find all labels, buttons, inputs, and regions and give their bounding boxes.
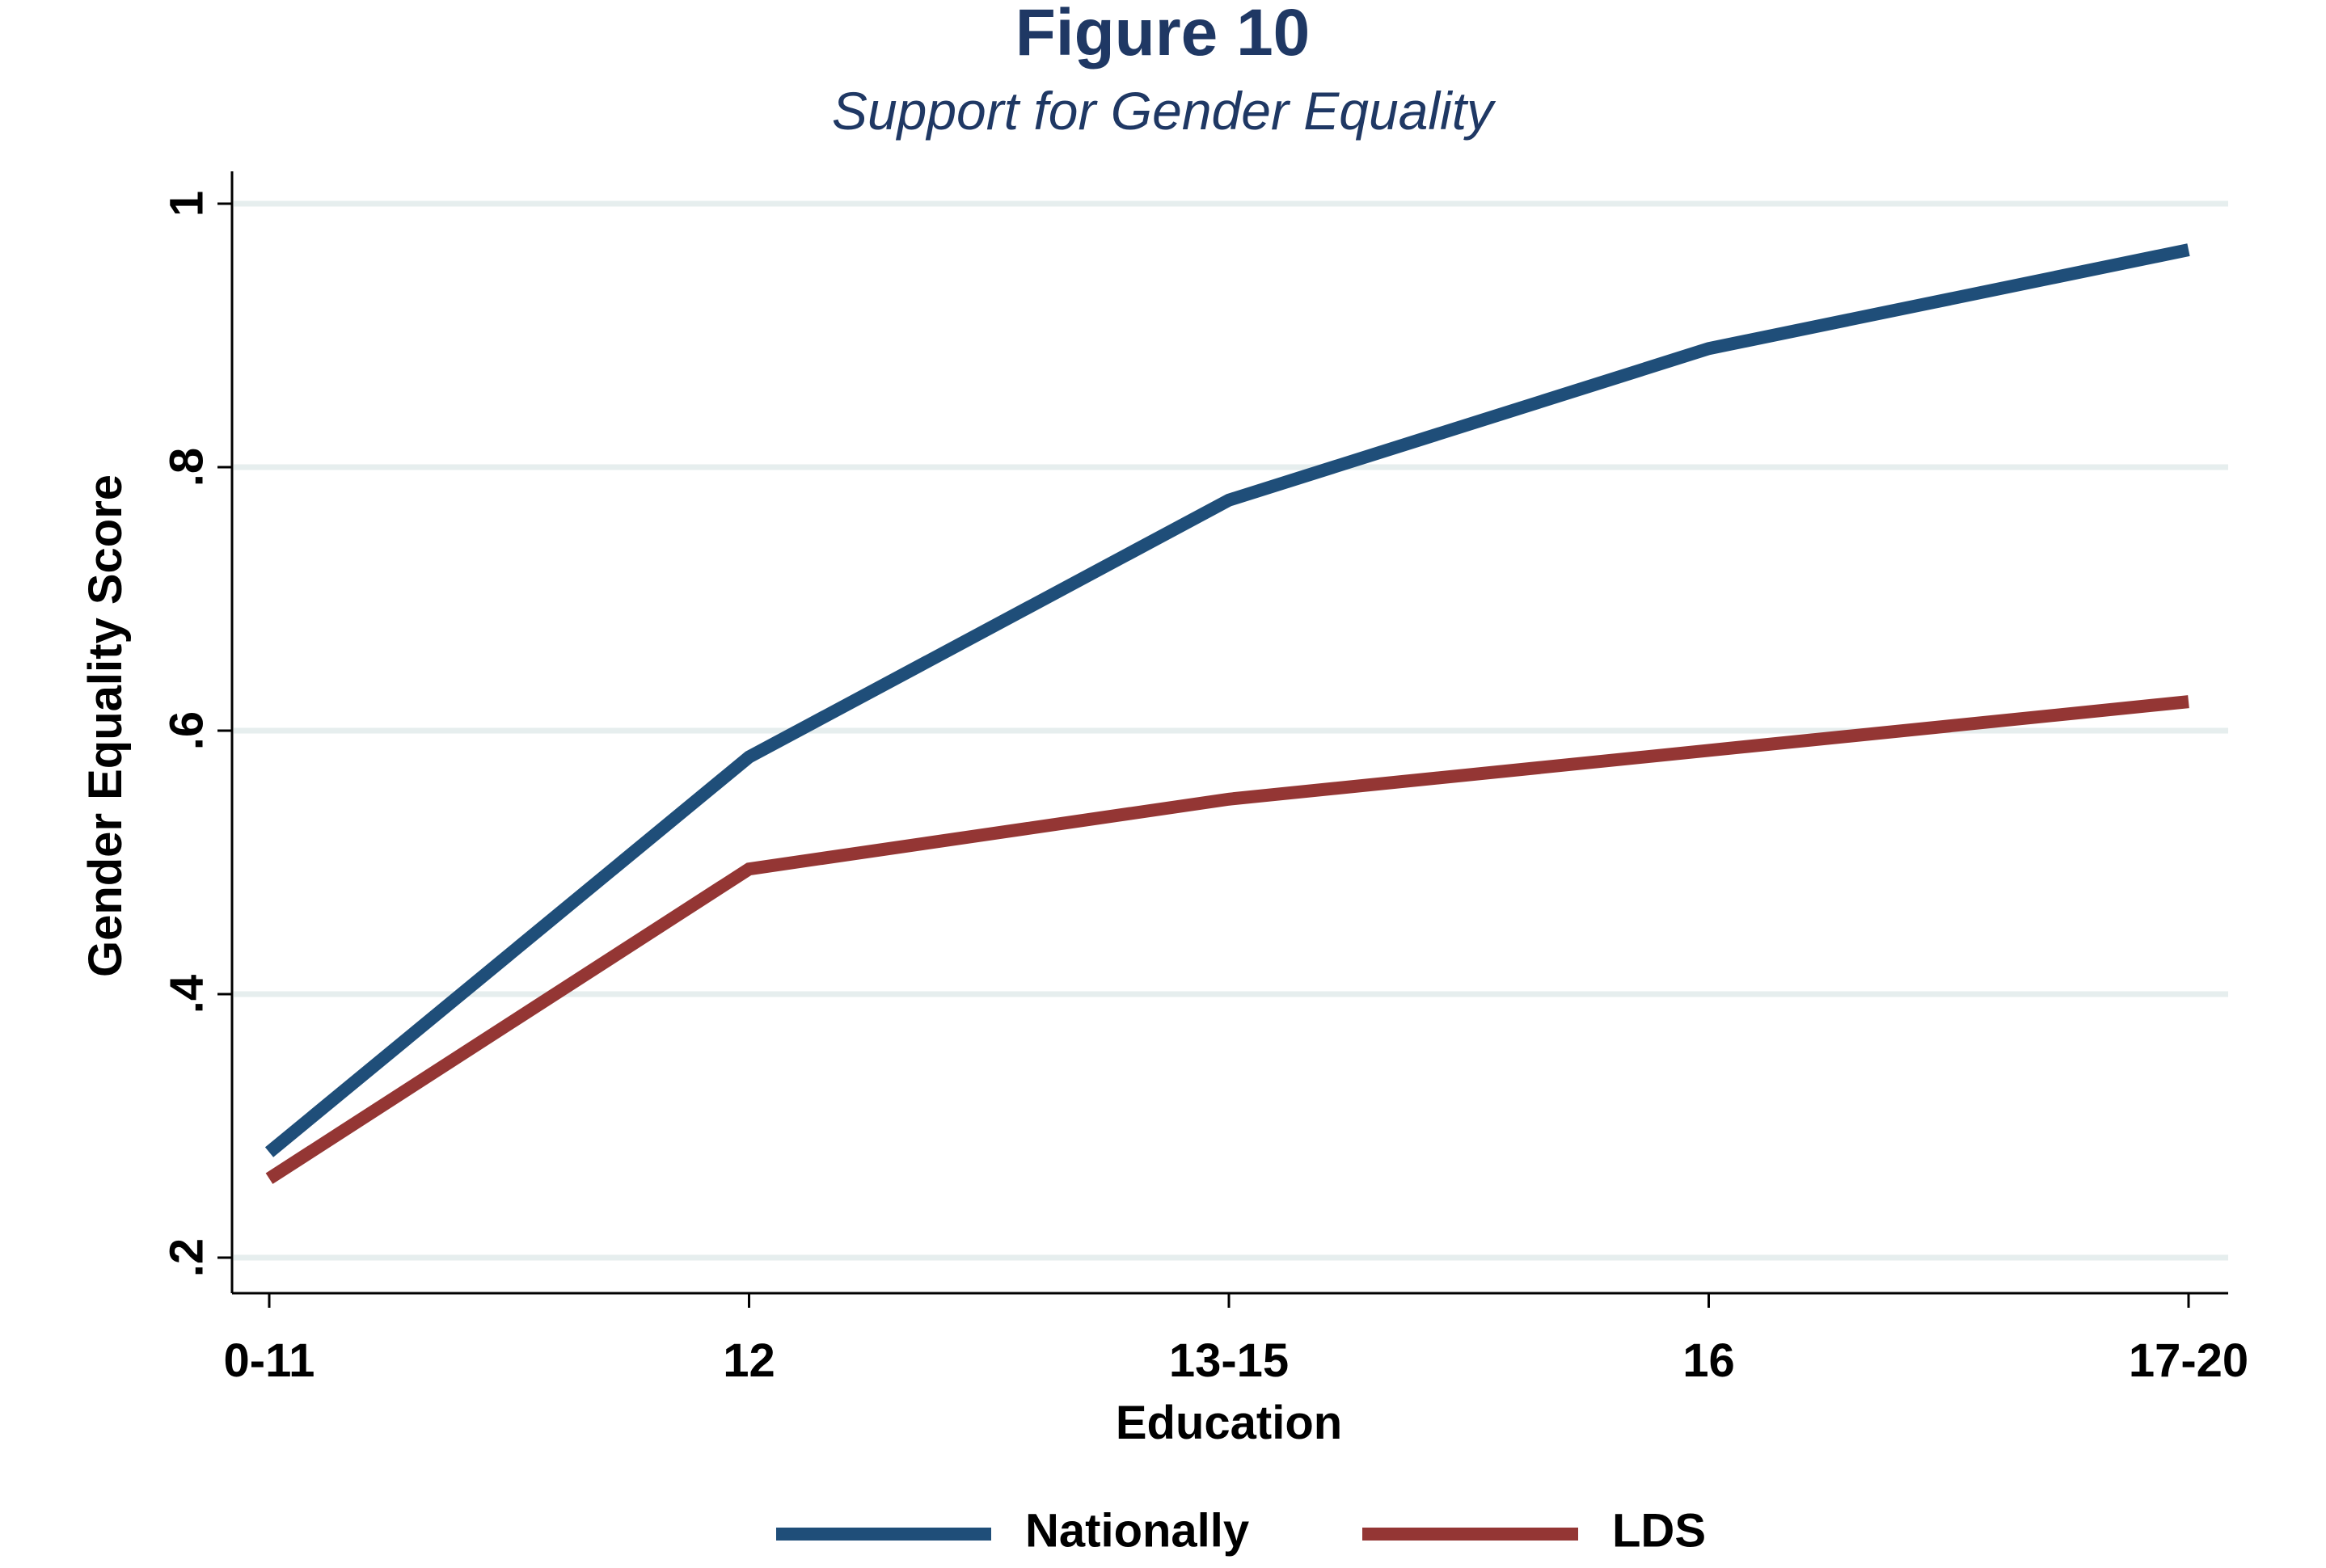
legend-label-lds: LDS xyxy=(1612,1504,1706,1557)
series-line-nationally xyxy=(264,243,2190,1157)
legend-label-nationally: Nationally xyxy=(1025,1504,1249,1557)
x-tick-label: 16 xyxy=(1682,1334,1735,1387)
chart-title: Figure 10 xyxy=(1015,0,1311,70)
y-tick-label: .4 xyxy=(160,975,213,1014)
series-lines xyxy=(264,243,2190,1184)
series-line-lds xyxy=(265,695,2189,1184)
chart-subtitle: Support for Gender Equality xyxy=(832,81,1496,141)
y-tick-label: .2 xyxy=(160,1238,213,1277)
y-tick-label: .6 xyxy=(160,711,213,750)
legend: Nationally LDS xyxy=(776,1504,1706,1557)
x-axis-title: Education xyxy=(1116,1397,1342,1449)
y-axis-title: Gender Equality Score xyxy=(79,474,132,977)
x-tick-label: 12 xyxy=(723,1334,775,1387)
x-tick-label: 13-15 xyxy=(1169,1334,1289,1387)
x-tick-label: 0-11 xyxy=(224,1334,315,1387)
y-tick-label: .8 xyxy=(160,448,213,487)
y-tick-label: 1 xyxy=(160,191,213,217)
x-tick-label: 17-20 xyxy=(2129,1334,2248,1387)
y-ticks: .2 .4 .6 .8 1 xyxy=(160,191,232,1277)
x-ticks: 0-11 12 13-15 16 17-20 xyxy=(224,1293,2248,1387)
